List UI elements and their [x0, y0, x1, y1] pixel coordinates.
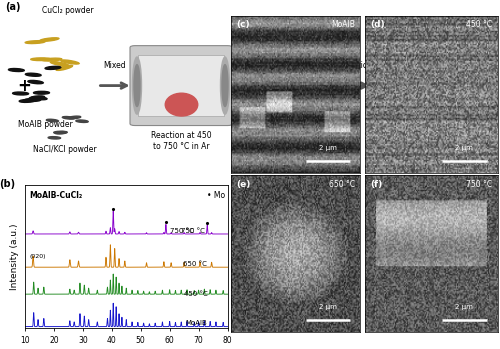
Ellipse shape — [26, 73, 41, 76]
FancyBboxPatch shape — [138, 55, 224, 116]
Text: Cooling: Cooling — [243, 61, 272, 70]
Text: NaCl/KCl powder: NaCl/KCl powder — [33, 144, 97, 154]
Text: 750 °C: 750 °C — [466, 180, 492, 189]
Ellipse shape — [46, 119, 58, 122]
Text: MoAlB: MoAlB — [331, 20, 355, 29]
Text: MoAlB powder: MoAlB powder — [18, 120, 72, 129]
FancyBboxPatch shape — [130, 46, 232, 126]
Ellipse shape — [42, 58, 62, 61]
Text: Mixed: Mixed — [104, 61, 126, 70]
Ellipse shape — [31, 58, 50, 61]
Text: (c): (c) — [236, 20, 250, 29]
Text: 450 °C: 450 °C — [466, 20, 492, 29]
Text: 450 °C: 450 °C — [184, 291, 208, 297]
Ellipse shape — [40, 38, 59, 41]
Ellipse shape — [12, 92, 28, 95]
Text: 650 °C: 650 °C — [328, 180, 355, 189]
Text: (d): (d) — [370, 20, 385, 29]
Text: Reaction at 450
to 750 °C in Ar: Reaction at 450 to 750 °C in Ar — [151, 131, 212, 151]
Ellipse shape — [54, 131, 66, 134]
Ellipse shape — [56, 65, 72, 70]
Ellipse shape — [45, 66, 61, 69]
Ellipse shape — [50, 62, 68, 66]
FancyBboxPatch shape — [278, 89, 338, 131]
Ellipse shape — [220, 57, 230, 114]
Text: 2 μm: 2 μm — [456, 145, 473, 151]
Text: 750 °C: 750 °C — [181, 228, 205, 234]
Polygon shape — [287, 76, 323, 90]
Ellipse shape — [28, 80, 44, 84]
Text: 2 μm: 2 μm — [319, 304, 336, 310]
Ellipse shape — [134, 65, 140, 106]
Ellipse shape — [68, 116, 80, 119]
Text: 750 °C: 750 °C — [170, 228, 194, 234]
Text: Mo₂AlB₂: Mo₂AlB₂ — [412, 101, 442, 110]
Ellipse shape — [29, 96, 44, 99]
Text: (a): (a) — [5, 2, 20, 12]
Y-axis label: Intensity (a.u.): Intensity (a.u.) — [10, 223, 20, 290]
Text: 2 μm: 2 μm — [319, 145, 336, 151]
Ellipse shape — [61, 60, 79, 64]
Text: MoAlB: MoAlB — [186, 320, 208, 326]
FancyBboxPatch shape — [290, 108, 304, 120]
Text: Washing by APS
& water at RT: Washing by APS & water at RT — [274, 141, 336, 160]
Ellipse shape — [165, 93, 198, 116]
Ellipse shape — [76, 120, 88, 122]
Text: 2 μm: 2 μm — [456, 304, 473, 310]
Text: 650 °C: 650 °C — [184, 261, 208, 267]
Text: Filtration: Filtration — [338, 61, 372, 70]
Ellipse shape — [398, 83, 458, 90]
Ellipse shape — [24, 98, 40, 102]
Ellipse shape — [34, 91, 50, 94]
Text: (b): (b) — [0, 179, 15, 189]
Ellipse shape — [25, 41, 45, 44]
Ellipse shape — [55, 132, 67, 134]
Text: MoAlB-CuCl₂: MoAlB-CuCl₂ — [30, 191, 82, 200]
Text: +: + — [17, 76, 31, 95]
Text: • Mo: • Mo — [208, 191, 226, 200]
Ellipse shape — [222, 65, 228, 106]
Ellipse shape — [132, 57, 141, 114]
Ellipse shape — [62, 117, 74, 119]
Ellipse shape — [19, 99, 35, 102]
Text: (f): (f) — [370, 180, 382, 189]
Text: (e): (e) — [236, 180, 250, 189]
Ellipse shape — [48, 137, 60, 139]
Ellipse shape — [8, 68, 24, 72]
Ellipse shape — [32, 96, 47, 100]
Text: (020): (020) — [30, 254, 46, 259]
Text: CuCl₂ powder: CuCl₂ powder — [42, 6, 94, 15]
